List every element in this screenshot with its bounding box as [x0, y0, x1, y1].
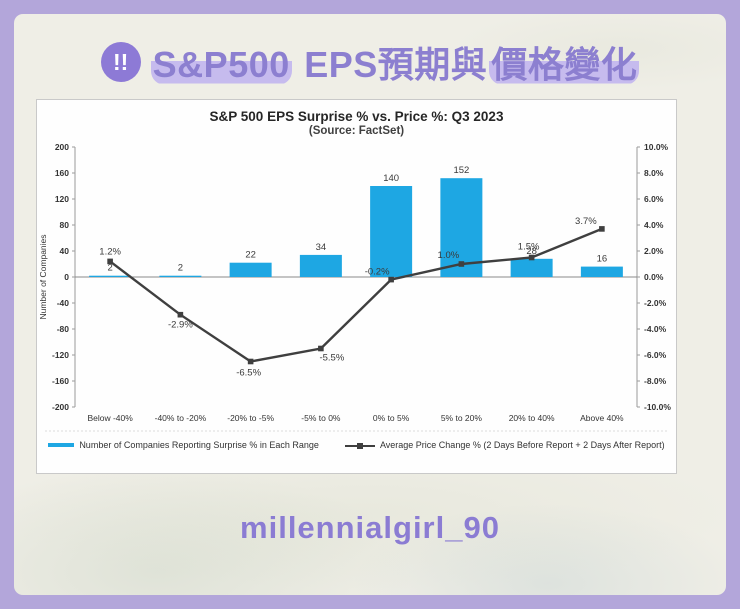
- page-title: S&P500 EPS預期與 價格變化: [150, 36, 640, 88]
- svg-text:3.7%: 3.7%: [575, 216, 597, 227]
- svg-text:200: 200: [55, 142, 69, 152]
- svg-text:1.0%: 1.0%: [438, 250, 460, 261]
- header: !! S&P500 EPS預期與 價格變化: [0, 36, 740, 88]
- svg-text:-6.5%: -6.5%: [236, 368, 261, 379]
- svg-text:-20% to -5%: -20% to -5%: [227, 413, 274, 423]
- svg-text:1.2%: 1.2%: [99, 246, 121, 257]
- svg-text:-8.0%: -8.0%: [644, 376, 667, 386]
- chart-panel: S&P 500 EPS Surprise % vs. Price %: Q3 2…: [36, 99, 677, 474]
- svg-text:Below -40%: Below -40%: [87, 413, 133, 423]
- svg-text:160: 160: [55, 168, 69, 178]
- svg-text:22: 22: [245, 250, 256, 261]
- svg-text:2: 2: [178, 263, 183, 274]
- svg-text:2: 2: [107, 263, 112, 274]
- svg-text:16: 16: [597, 254, 608, 265]
- svg-text:8.0%: 8.0%: [644, 168, 664, 178]
- svg-text:-10.0%: -10.0%: [644, 402, 671, 412]
- svg-text:1.5%: 1.5%: [518, 242, 540, 253]
- svg-text:-0.2%: -0.2%: [365, 267, 390, 278]
- svg-text:-120: -120: [52, 350, 69, 360]
- svg-text:2.0%: 2.0%: [644, 246, 664, 256]
- svg-text:20% to 40%: 20% to 40%: [509, 413, 555, 423]
- svg-text:-5.5%: -5.5%: [319, 353, 344, 364]
- svg-text:0% to 5%: 0% to 5%: [373, 413, 410, 423]
- svg-text:-2.0%: -2.0%: [644, 298, 667, 308]
- svg-text:152: 152: [453, 165, 469, 176]
- svg-text:120: 120: [55, 194, 69, 204]
- svg-text:140: 140: [383, 173, 399, 184]
- svg-text:Number of Companies: Number of Companies: [38, 234, 48, 319]
- svg-text:40: 40: [60, 246, 70, 256]
- svg-text:28: 28: [526, 246, 537, 257]
- double-exclamation-icon: !!: [100, 42, 141, 82]
- legend-item-line: Average Price Change % (2 Days Before Re…: [344, 440, 665, 450]
- title-part: S&P500: [150, 44, 292, 85]
- svg-text:5% to 20%: 5% to 20%: [441, 413, 483, 423]
- svg-text:-80: -80: [57, 324, 70, 334]
- title-part: 價格變化: [489, 44, 640, 85]
- chart-title: S&P 500 EPS Surprise % vs. Price %: Q3 2…: [209, 109, 504, 124]
- svg-text:34: 34: [316, 242, 327, 253]
- chart-source: (Source: FactSet): [308, 125, 405, 137]
- author-handle: millennialgirl_90: [240, 510, 500, 545]
- svg-text:0: 0: [64, 272, 69, 282]
- svg-text:-2.9%: -2.9%: [168, 320, 193, 331]
- svg-text:-5% to 0%: -5% to 0%: [301, 413, 341, 423]
- legend-label-bars: Number of Companies Reporting Surprise %…: [79, 440, 319, 450]
- svg-text:-40% to -20%: -40% to -20%: [155, 413, 207, 423]
- chart-legend: Number of Companies Reporting Surprise %…: [37, 440, 676, 450]
- svg-text:-40: -40: [57, 298, 70, 308]
- svg-text:-6.0%: -6.0%: [644, 350, 667, 360]
- bar-swatch-icon: [48, 443, 75, 447]
- svg-text:80: 80: [60, 220, 70, 230]
- combo-chart: 200 160 120 80 40 0 -40 -80 -120 -160 -200 10.0% 8.0…: [38, 142, 671, 432]
- svg-text:Above 40%: Above 40%: [580, 413, 624, 423]
- svg-text:0.0%: 0.0%: [644, 272, 664, 282]
- svg-text:10.0%: 10.0%: [644, 142, 669, 152]
- svg-text:-200: -200: [52, 402, 69, 412]
- svg-text:6.0%: 6.0%: [644, 194, 664, 204]
- svg-text:4.0%: 4.0%: [644, 220, 664, 230]
- line-swatch-icon: [344, 442, 375, 449]
- svg-text:-4.0%: -4.0%: [644, 324, 667, 334]
- svg-text:-160: -160: [52, 376, 69, 386]
- legend-item-bars: Number of Companies Reporting Surprise %…: [48, 440, 319, 450]
- legend-label-line: Average Price Change % (2 Days Before Re…: [379, 440, 665, 450]
- title-part: EPS預期與: [293, 44, 488, 85]
